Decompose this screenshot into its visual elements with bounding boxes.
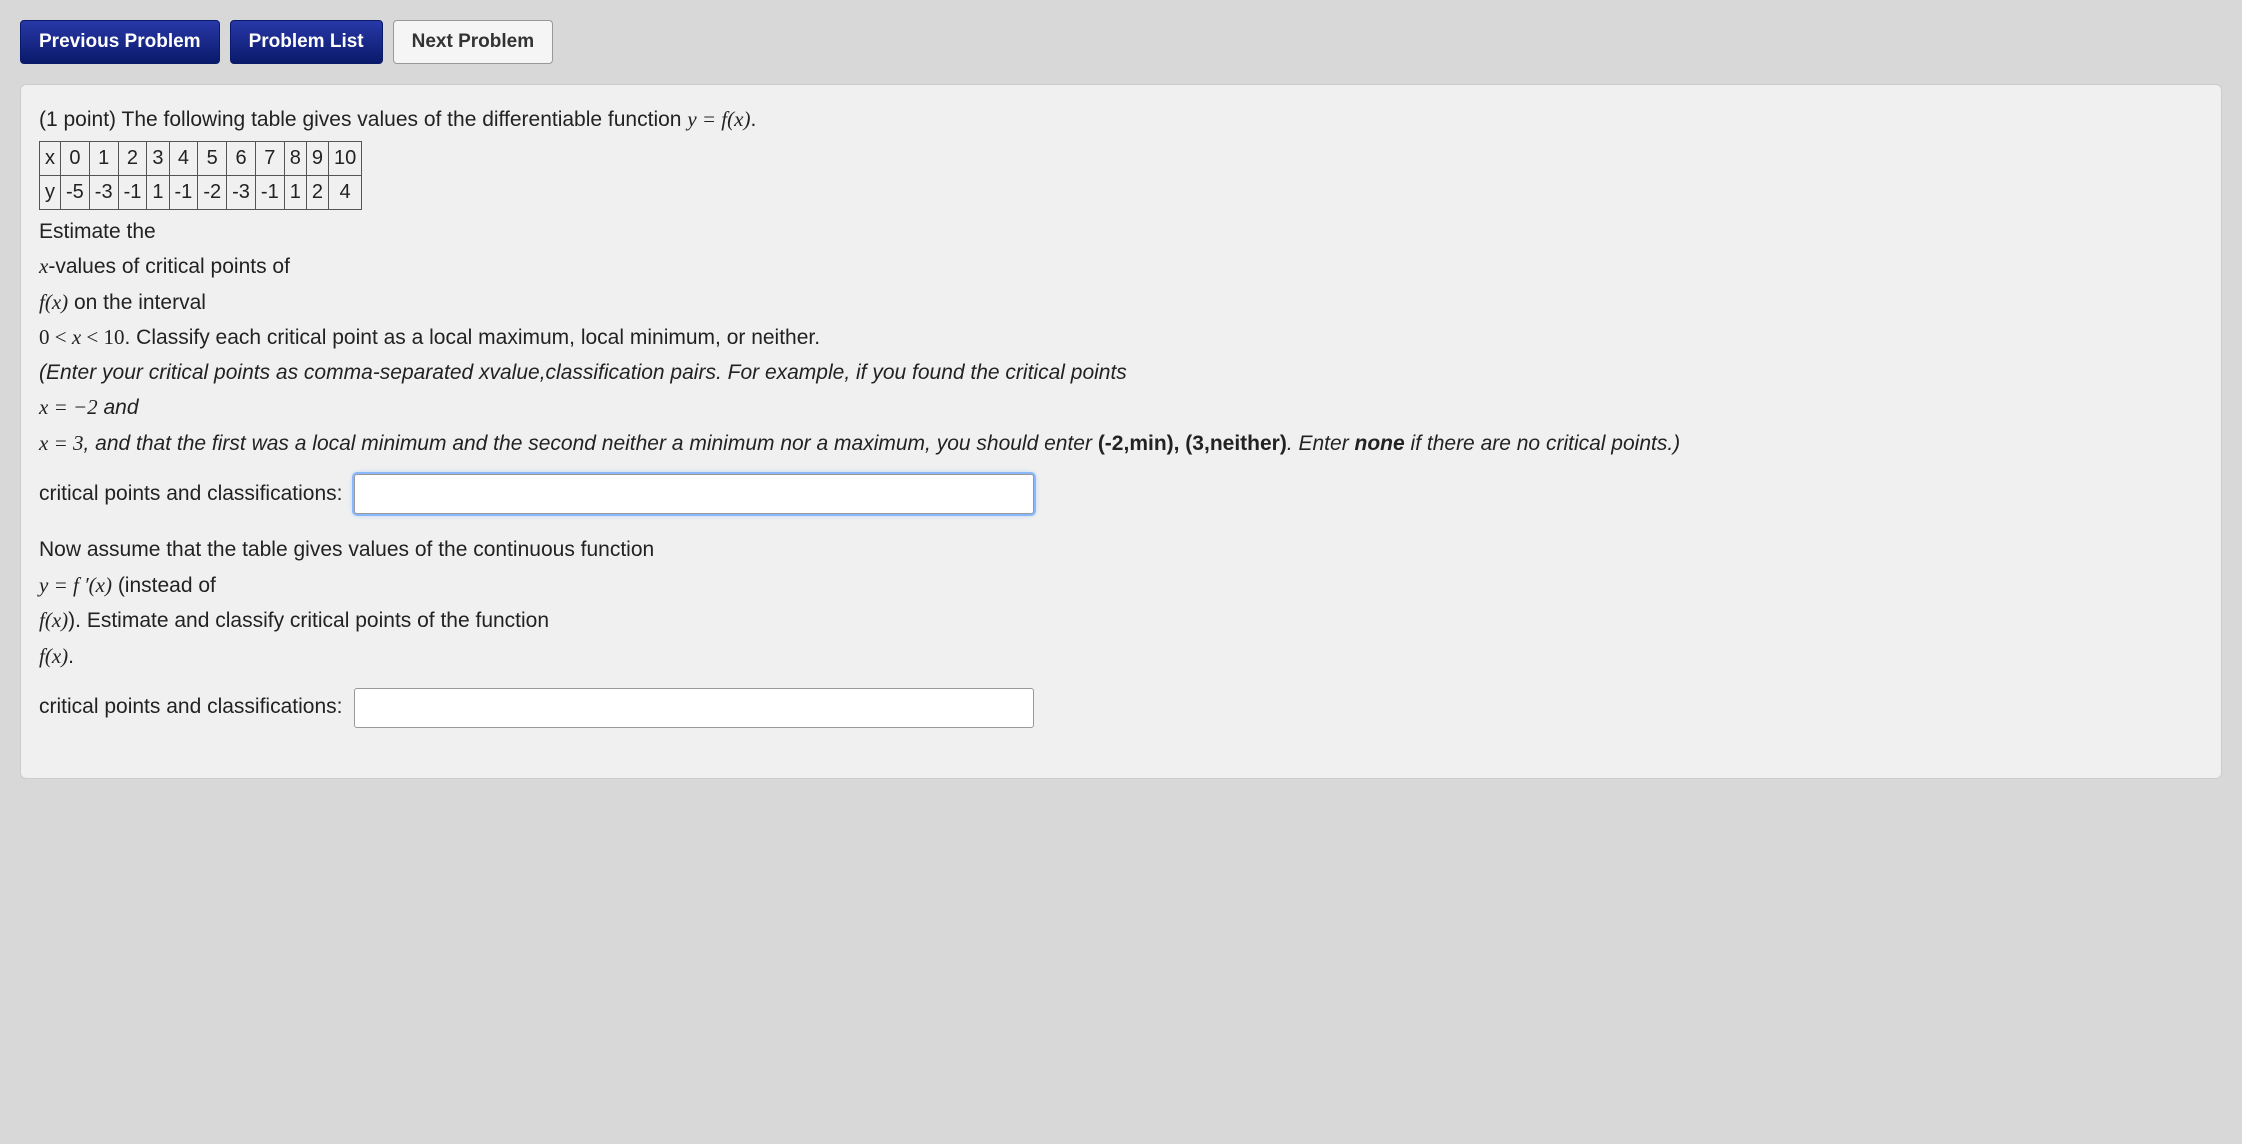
problem-list-button[interactable]: Problem List bbox=[230, 20, 383, 64]
nav-buttons: Previous Problem Problem List Next Probl… bbox=[20, 20, 2222, 64]
hint-line2: x = −2 and bbox=[39, 391, 2203, 425]
table-cell: 2 bbox=[306, 175, 328, 209]
table-cell: -3 bbox=[227, 175, 256, 209]
table-cell: x bbox=[40, 141, 61, 175]
table-cell: -5 bbox=[61, 175, 90, 209]
part2-l1b: (instead of bbox=[112, 574, 216, 597]
table-cell: 4 bbox=[169, 141, 198, 175]
hint-bold: (-2,min), (3,neither) bbox=[1098, 432, 1287, 455]
intro-text: The following table gives values of the … bbox=[122, 108, 688, 131]
part2-line1: Now assume that the table gives values o… bbox=[39, 534, 2203, 567]
hint-and: and bbox=[98, 396, 139, 419]
interval-line: 0 < x < 10. Classify each critical point… bbox=[39, 321, 2203, 355]
answer2-row: critical points and classifications: bbox=[39, 688, 2203, 728]
problem-intro: (1 point) The following table gives valu… bbox=[39, 103, 2203, 137]
part2-math2: f(x) bbox=[39, 608, 68, 632]
fx-line: f(x) on the interval bbox=[39, 286, 2203, 320]
hint-x1: x = −2 bbox=[39, 395, 98, 419]
interval-rest: . Classify each critical point as a loca… bbox=[125, 326, 821, 349]
table-cell: -1 bbox=[118, 175, 147, 209]
table-cell: 3 bbox=[147, 141, 169, 175]
answer2-label: critical points and classifications: bbox=[39, 691, 342, 724]
interval-math: 0 < x < 10 bbox=[39, 325, 125, 349]
part2-math1: y = f ′(x) bbox=[39, 573, 112, 597]
xvalues-rest: -values of critical points of bbox=[48, 255, 290, 278]
part2-line4: f(x). bbox=[39, 640, 2203, 674]
table-cell: 1 bbox=[147, 175, 169, 209]
hint-x2: x = 3 bbox=[39, 431, 84, 455]
table-cell: 0 bbox=[61, 141, 90, 175]
table-cell: -1 bbox=[169, 175, 198, 209]
table-cell: 8 bbox=[284, 141, 306, 175]
fx-math: f(x) bbox=[39, 290, 68, 314]
previous-problem-button[interactable]: Previous Problem bbox=[20, 20, 220, 64]
part2-line2: y = f ′(x) (instead of bbox=[39, 569, 2203, 603]
part2-l2: ). Estimate and classify critical points… bbox=[68, 609, 549, 632]
x-var: x bbox=[39, 254, 48, 278]
hint-line1: (Enter your critical points as comma-sep… bbox=[39, 357, 2203, 390]
table-cell: y bbox=[40, 175, 61, 209]
part2-math3: f(x) bbox=[39, 644, 68, 668]
table-cell: 1 bbox=[89, 141, 118, 175]
table-cell: 5 bbox=[198, 141, 227, 175]
hint-none: none bbox=[1355, 432, 1405, 455]
critical-points-input-1[interactable] bbox=[354, 474, 1034, 514]
table-cell: 6 bbox=[227, 141, 256, 175]
critical-points-input-2[interactable] bbox=[354, 688, 1034, 728]
hint-line3: x = 3, and that the first was a local mi… bbox=[39, 427, 2203, 461]
table-cell: 7 bbox=[255, 141, 284, 175]
problem-container: (1 point) The following table gives valu… bbox=[20, 84, 2222, 779]
values-table: x012345678910 y-5-3-11-1-2-3-1124 bbox=[39, 141, 362, 210]
next-problem-button[interactable]: Next Problem bbox=[393, 20, 553, 64]
intro-math: y = f(x) bbox=[687, 107, 750, 131]
table-cell: 2 bbox=[118, 141, 147, 175]
estimate-line: Estimate the bbox=[39, 216, 2203, 249]
table-cell: -3 bbox=[89, 175, 118, 209]
intro-suffix: . bbox=[750, 108, 756, 131]
table-cell: 4 bbox=[328, 175, 361, 209]
hint-rest: , and that the first was a local minimum… bbox=[84, 432, 1098, 455]
part2-line3: f(x)). Estimate and classify critical po… bbox=[39, 604, 2203, 638]
answer1-label: critical points and classifications: bbox=[39, 478, 342, 511]
xvalues-line: x-values of critical points of bbox=[39, 250, 2203, 284]
points-label: (1 point) bbox=[39, 108, 122, 131]
table-row-y: y-5-3-11-1-2-3-1124 bbox=[40, 175, 362, 209]
table-cell: 1 bbox=[284, 175, 306, 209]
hint-tail1: . Enter bbox=[1287, 432, 1355, 455]
answer1-row: critical points and classifications: bbox=[39, 474, 2203, 514]
table-cell: -1 bbox=[255, 175, 284, 209]
fx-rest: on the interval bbox=[68, 291, 206, 314]
hint-tail2: if there are no critical points.) bbox=[1405, 432, 1680, 455]
table-cell: -2 bbox=[198, 175, 227, 209]
part2-l3: . bbox=[68, 645, 74, 668]
table-cell: 10 bbox=[328, 141, 361, 175]
table-row-x: x012345678910 bbox=[40, 141, 362, 175]
table-cell: 9 bbox=[306, 141, 328, 175]
